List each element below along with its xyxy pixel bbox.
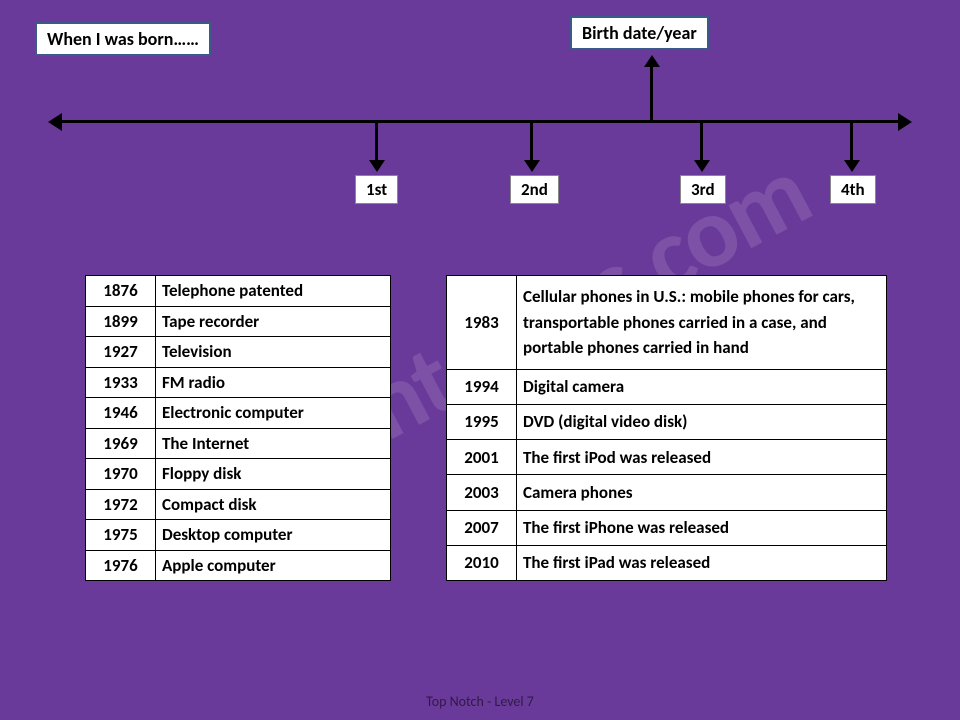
table-row: 1975Desktop computer — [86, 520, 391, 551]
table-row: 1972Compact disk — [86, 489, 391, 520]
table-row: 1899Tape recorder — [86, 306, 391, 337]
table-row: 1983Cellular phones in U.S.: mobile phon… — [447, 276, 887, 370]
desc-cell: The first iPad was released — [517, 545, 887, 580]
year-cell: 1970 — [86, 459, 156, 490]
tick-line — [700, 120, 703, 162]
tick-arrow-icon — [524, 160, 540, 172]
desc-cell: The first iPhone was released — [517, 510, 887, 545]
desc-cell: The Internet — [156, 428, 391, 459]
desc-cell: Desktop computer — [156, 520, 391, 551]
desc-cell: Digital camera — [517, 369, 887, 404]
ordinal-box: 1st — [355, 175, 398, 204]
desc-cell: Compact disk — [156, 489, 391, 520]
birth-marker-arrow-icon — [644, 55, 660, 67]
desc-cell: Electronic computer — [156, 398, 391, 429]
ordinal-box: 2nd — [510, 175, 559, 204]
year-cell: 2007 — [447, 510, 517, 545]
tick-arrow-icon — [369, 160, 385, 172]
table-row: 1933FM radio — [86, 367, 391, 398]
title-left-box: When I was born…… — [35, 22, 211, 56]
inventions-table-left: 1876Telephone patented1899Tape recorder1… — [85, 275, 391, 581]
table-row: 1876Telephone patented — [86, 276, 391, 307]
year-cell: 1975 — [86, 520, 156, 551]
tick-line — [530, 120, 533, 162]
tables-container: 1876Telephone patented1899Tape recorder1… — [85, 275, 887, 581]
year-cell: 1927 — [86, 337, 156, 368]
table-row: 1946Electronic computer — [86, 398, 391, 429]
year-cell: 1876 — [86, 276, 156, 307]
title-left-label: When I was born…… — [47, 28, 199, 50]
birth-marker-line — [650, 65, 653, 120]
desc-cell: Cellular phones in U.S.: mobile phones f… — [517, 276, 887, 370]
inventions-table-right: 1983Cellular phones in U.S.: mobile phon… — [446, 275, 887, 581]
year-cell: 2010 — [447, 545, 517, 580]
table-row: 2007The first iPhone was released — [447, 510, 887, 545]
year-cell: 1946 — [86, 398, 156, 429]
table-row: 1976Apple computer — [86, 550, 391, 581]
footer-text: Top Notch - Level 7 — [0, 693, 960, 710]
table-row: 2001The first iPod was released — [447, 440, 887, 475]
title-right-box: Birth date/year — [570, 16, 709, 50]
year-cell: 1976 — [86, 550, 156, 581]
desc-cell: The first iPod was released — [517, 440, 887, 475]
table-row: 1927Television — [86, 337, 391, 368]
desc-cell: Apple computer — [156, 550, 391, 581]
year-cell: 2001 — [447, 440, 517, 475]
year-cell: 1933 — [86, 367, 156, 398]
desc-cell: FM radio — [156, 367, 391, 398]
desc-cell: Floppy disk — [156, 459, 391, 490]
tick-arrow-icon — [694, 160, 710, 172]
table-row: 2003Camera phones — [447, 475, 887, 510]
desc-cell: Tape recorder — [156, 306, 391, 337]
year-cell: 2003 — [447, 475, 517, 510]
year-cell: 1995 — [447, 405, 517, 440]
desc-cell: Camera phones — [517, 475, 887, 510]
year-cell: 1899 — [86, 306, 156, 337]
year-cell: 1983 — [447, 276, 517, 370]
title-right-label: Birth date/year — [582, 22, 697, 44]
table-row: 2010The first iPad was released — [447, 545, 887, 580]
table-row: 1994Digital camera — [447, 369, 887, 404]
desc-cell: DVD (digital video disk) — [517, 405, 887, 440]
desc-cell: Television — [156, 337, 391, 368]
desc-cell: Telephone patented — [156, 276, 391, 307]
table-row: 1969The Internet — [86, 428, 391, 459]
ordinal-box: 4th — [830, 175, 876, 204]
timeline-axis — [60, 120, 900, 123]
table-row: 1995DVD (digital video disk) — [447, 405, 887, 440]
table-row: 1970Floppy disk — [86, 459, 391, 490]
tick-arrow-icon — [844, 160, 860, 172]
year-cell: 1994 — [447, 369, 517, 404]
timeline-right-arrow-icon — [898, 113, 912, 131]
year-cell: 1969 — [86, 428, 156, 459]
tick-line — [375, 120, 378, 162]
tick-line — [850, 120, 853, 162]
ordinal-box: 3rd — [680, 175, 726, 204]
year-cell: 1972 — [86, 489, 156, 520]
